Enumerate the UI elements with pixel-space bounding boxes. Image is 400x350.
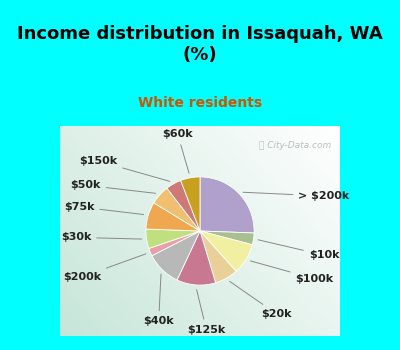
Wedge shape <box>200 231 254 245</box>
Text: $75k: $75k <box>64 202 144 215</box>
Text: $20k: $20k <box>230 281 292 319</box>
Wedge shape <box>146 229 200 248</box>
Wedge shape <box>181 177 200 231</box>
Wedge shape <box>154 188 200 231</box>
Text: ⓘ City-Data.com: ⓘ City-Data.com <box>259 141 332 149</box>
Text: Income distribution in Issaquah, WA
(%): Income distribution in Issaquah, WA (%) <box>17 25 383 64</box>
Text: $10k: $10k <box>258 240 339 260</box>
Text: > $200k: > $200k <box>243 191 350 201</box>
Wedge shape <box>200 177 254 233</box>
Text: White residents: White residents <box>138 96 262 110</box>
Text: $40k: $40k <box>143 274 174 326</box>
Text: $30k: $30k <box>61 232 142 242</box>
Wedge shape <box>152 231 200 280</box>
Wedge shape <box>167 181 200 231</box>
Text: $60k: $60k <box>162 129 193 173</box>
Wedge shape <box>200 231 236 283</box>
Text: $125k: $125k <box>187 289 226 335</box>
Text: $100k: $100k <box>250 261 334 284</box>
Text: $150k: $150k <box>79 156 170 181</box>
Wedge shape <box>149 231 200 256</box>
Wedge shape <box>146 203 200 231</box>
Text: $200k: $200k <box>63 254 146 282</box>
Wedge shape <box>200 231 252 271</box>
Text: $50k: $50k <box>70 180 156 193</box>
Wedge shape <box>177 231 216 285</box>
